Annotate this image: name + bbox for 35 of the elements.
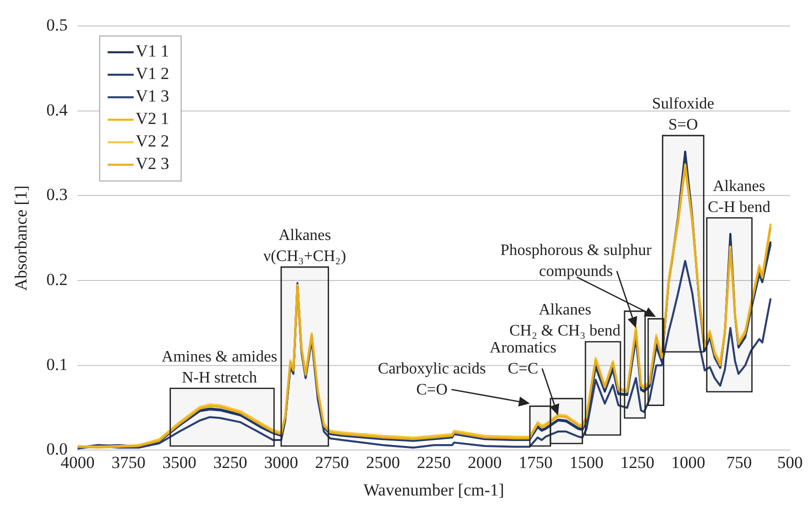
x-tick-label: 1000 — [671, 452, 706, 472]
band-label: Alkanes ν(CH₃+CH₂) — [264, 227, 346, 266]
legend-label: V1 2 — [136, 64, 170, 84]
y-tick-label: 0.1 — [46, 354, 68, 374]
x-tick-label: 3500 — [162, 452, 196, 472]
annotation: Aromatics C=C — [490, 339, 556, 378]
legend-label: V1 1 — [136, 42, 170, 61]
x-tick-label: 2000 — [468, 452, 502, 472]
x-tick-label: 1500 — [569, 452, 604, 472]
x-axis-title: Wavenumber [cm-1] — [363, 480, 504, 500]
legend-label: V1 3 — [136, 86, 170, 106]
legend-label: V2 2 — [136, 132, 170, 151]
x-tick-label: 750 — [726, 452, 752, 472]
legend-label: V2 1 — [136, 109, 170, 128]
y-tick-label: 0.5 — [46, 15, 68, 34]
x-tick-label: 2500 — [366, 452, 400, 472]
y-tick-label: 0.2 — [46, 270, 68, 289]
x-tick-label: 1250 — [620, 452, 654, 472]
band-label: Alkanes C-H bend — [708, 178, 770, 216]
band-label: Sulfoxide S=O — [652, 96, 714, 134]
x-tick-label: 1750 — [518, 452, 553, 472]
annotation: Carboxylic acids C=O — [378, 360, 486, 399]
y-axis-title: Absorbance [1] — [12, 185, 31, 291]
x-tick-label: 3000 — [264, 452, 298, 472]
annotation: Phosphorous & sulphur compounds — [500, 242, 652, 280]
x-tick-label: 2250 — [416, 452, 451, 472]
x-tick-label: 3750 — [112, 452, 146, 472]
band-label: Amines & amides N-H stretch — [162, 348, 278, 386]
y-tick-label: 0.3 — [46, 185, 68, 204]
x-tick-label: 500 — [777, 452, 803, 472]
y-tick-label: 0.4 — [46, 100, 68, 120]
legend-label: V2 3 — [136, 154, 170, 174]
band-label: Alkanes CH₂ & CH₃ bend — [509, 302, 621, 340]
x-tick-label: 2750 — [315, 452, 350, 472]
x-tick-label: 3250 — [213, 452, 248, 472]
